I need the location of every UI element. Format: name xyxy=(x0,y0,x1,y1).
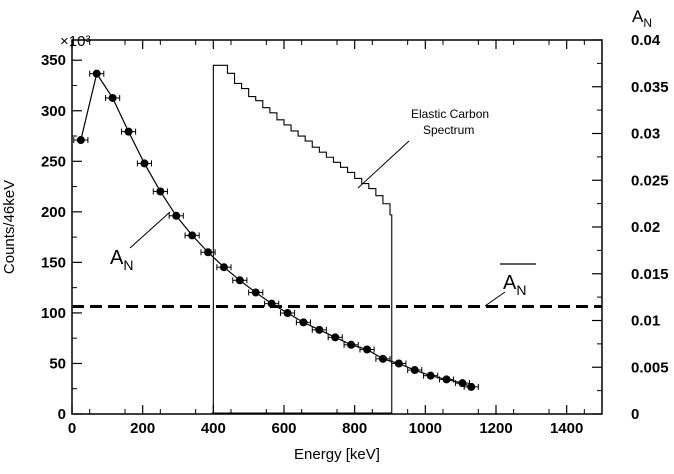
an-data-point xyxy=(331,333,340,342)
y2-tick-label: 0.01 xyxy=(631,313,660,330)
an-data-point xyxy=(315,325,324,334)
an-data-point xyxy=(124,127,133,136)
x-tick-label: 1400 xyxy=(550,420,583,437)
an-data-point xyxy=(347,340,356,349)
x-tick-label: 1200 xyxy=(479,420,512,437)
an-data-point xyxy=(251,288,260,297)
x-tick-label: 1000 xyxy=(409,420,442,437)
y-tick-label: 250 xyxy=(41,153,66,170)
y2-tick-label: 0.03 xyxy=(631,126,660,143)
an-data-point xyxy=(283,309,292,318)
an-data-point xyxy=(172,211,181,220)
axis-tick-labels: 0 200 400 600 800 1000 1200 1400 0 50 100 150 200 250… xyxy=(41,32,669,437)
plot-frame xyxy=(71,39,603,415)
an-mean-text: AN xyxy=(503,272,526,298)
an-data-point xyxy=(92,69,101,78)
y-tick-label: 0 xyxy=(58,406,66,423)
an-data-point xyxy=(458,379,467,388)
y2-axis-title: AN xyxy=(632,7,652,30)
y2-tick-label: 0.005 xyxy=(631,359,669,376)
x-tick-label: 800 xyxy=(342,420,367,437)
y2-tick-label: 0.025 xyxy=(631,172,669,189)
axis-ticks xyxy=(71,39,602,415)
an-data-point xyxy=(394,359,403,368)
chart-series xyxy=(72,64,602,415)
spectrum-label-line1: Elastic Carbon xyxy=(411,107,489,121)
y-tick-label: 150 xyxy=(41,254,66,271)
an-data-point xyxy=(426,371,435,380)
an-data-point xyxy=(378,354,387,363)
an-curve-label: AN xyxy=(110,247,133,273)
x-tick-label: 200 xyxy=(130,420,155,437)
an-data-point xyxy=(219,263,228,272)
an-data-point xyxy=(188,231,197,240)
y-axis-multiplier: ×10³ xyxy=(60,33,90,50)
y-tick-label: 350 xyxy=(41,52,66,69)
y-tick-label: 100 xyxy=(41,305,66,322)
an-data-point xyxy=(204,248,213,257)
an-data-point xyxy=(467,382,476,391)
y2-tick-label: 0.015 xyxy=(631,266,669,283)
an-data-point xyxy=(108,93,117,102)
an-data-point xyxy=(235,276,244,285)
an-mean-pointer xyxy=(484,291,506,307)
an-data-point xyxy=(156,187,165,196)
y-tick-label: 200 xyxy=(41,204,66,221)
an-data-point xyxy=(363,345,372,354)
an-curve-pointer xyxy=(129,211,171,249)
y-tick-label: 50 xyxy=(49,355,66,372)
spectrum-label-pointer xyxy=(357,140,410,189)
an-mean-label: AN xyxy=(500,263,536,298)
an-data-point xyxy=(299,318,308,327)
x-axis-title: Energy [keV] xyxy=(294,446,380,463)
y2-tick-label: 0 xyxy=(631,406,639,423)
an-data-point xyxy=(410,366,419,375)
spectrum-label-line2: Spectrum xyxy=(423,123,474,137)
an-data-point xyxy=(442,375,451,384)
x-tick-label: 0 xyxy=(68,420,76,437)
y2-tick-label: 0.04 xyxy=(631,32,661,49)
an-data-point xyxy=(76,136,85,145)
x-tick-label: 400 xyxy=(201,420,226,437)
an-data-point xyxy=(140,159,149,168)
y2-tick-label: 0.02 xyxy=(631,219,660,236)
y2-tick-label: 0.035 xyxy=(631,79,669,96)
x-tick-label: 600 xyxy=(271,420,296,437)
y-tick-label: 300 xyxy=(41,103,66,120)
y-axis-title: Counts/46keV xyxy=(1,180,18,274)
spectrum-histogram xyxy=(211,64,393,415)
